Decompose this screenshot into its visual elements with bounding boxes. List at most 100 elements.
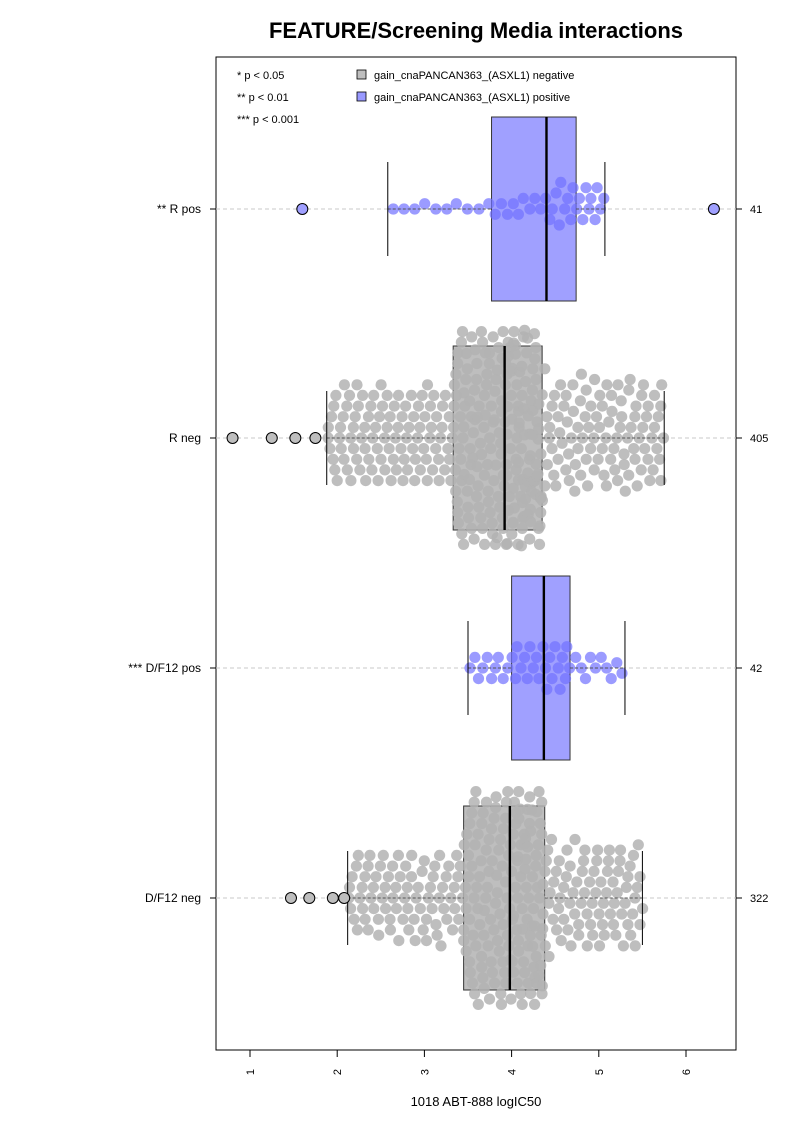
data-point — [486, 855, 498, 867]
data-point — [489, 977, 501, 989]
data-point — [400, 860, 412, 872]
data-point — [475, 512, 487, 524]
data-point — [533, 892, 546, 904]
data-point — [536, 988, 548, 1000]
data-point — [419, 198, 431, 210]
data-point — [467, 427, 479, 439]
data-point — [541, 411, 553, 423]
data-point — [602, 855, 615, 867]
data-point — [524, 503, 537, 515]
data-point — [564, 860, 576, 872]
data-point — [518, 956, 530, 968]
data-point — [474, 919, 486, 931]
data-point — [414, 903, 426, 915]
data-point — [509, 673, 522, 685]
data-point — [526, 871, 539, 883]
data-point — [449, 464, 461, 476]
data-point — [530, 651, 543, 664]
group-label: *** D/F12 pos — [128, 661, 201, 675]
data-point — [537, 878, 549, 890]
data-point — [513, 786, 525, 798]
data-point — [519, 376, 532, 388]
data-point — [481, 651, 493, 664]
data-point — [485, 956, 497, 968]
data-point — [360, 475, 372, 487]
data-point — [587, 929, 599, 941]
data-point — [623, 469, 635, 481]
data-point — [590, 411, 603, 423]
data-point — [347, 443, 360, 455]
data-point — [463, 473, 475, 486]
data-point — [542, 844, 554, 856]
data-point — [434, 849, 446, 862]
data-point — [477, 662, 489, 674]
data-point — [620, 881, 633, 894]
data-point — [622, 871, 634, 883]
data-point — [408, 411, 420, 423]
data-point — [618, 459, 630, 471]
data-point — [555, 379, 567, 391]
data-point — [637, 379, 650, 391]
data-point — [536, 828, 548, 840]
data-point — [418, 855, 430, 867]
data-point — [506, 528, 518, 540]
data-point — [417, 924, 429, 936]
significance-key-item: *** p < 0.001 — [237, 114, 299, 126]
data-point — [527, 940, 539, 952]
data-point — [482, 940, 494, 952]
data-point — [635, 464, 647, 476]
data-point — [608, 897, 620, 909]
significance-key-item: * p < 0.05 — [237, 70, 284, 82]
x-tick-label: 6 — [681, 1069, 693, 1075]
data-point — [354, 464, 366, 476]
data-point — [424, 432, 436, 444]
data-point — [603, 416, 615, 428]
data-point — [489, 208, 501, 220]
data-point — [490, 802, 502, 814]
data-point — [600, 480, 613, 492]
data-point — [567, 887, 579, 899]
data-point — [573, 929, 585, 941]
data-point — [495, 998, 507, 1011]
data-point — [513, 417, 525, 429]
data-point — [445, 475, 457, 487]
data-point — [516, 923, 529, 935]
data-point — [544, 887, 556, 899]
data-point — [397, 475, 409, 487]
data-point — [597, 897, 610, 909]
data-point — [493, 844, 505, 856]
data-point — [368, 903, 380, 915]
data-point — [381, 421, 393, 433]
data-point — [508, 502, 520, 514]
data-point — [610, 929, 622, 941]
data-point — [348, 913, 360, 925]
data-point — [579, 673, 592, 685]
data-point — [452, 871, 464, 883]
data-point — [512, 208, 525, 220]
data-point — [483, 198, 495, 210]
data-point — [468, 892, 480, 904]
data-point — [407, 443, 419, 455]
data-point — [546, 400, 558, 412]
data-point — [615, 395, 627, 407]
data-point — [501, 208, 514, 220]
data-point — [473, 871, 486, 883]
data-point — [356, 432, 368, 444]
data-point — [601, 865, 614, 878]
data-point — [588, 865, 600, 878]
data-point — [482, 459, 494, 471]
data-point — [457, 892, 469, 904]
data-point — [605, 673, 617, 685]
data-point — [460, 347, 472, 360]
data-point — [634, 871, 646, 883]
data-point — [362, 860, 374, 872]
data-point — [512, 892, 524, 904]
data-point — [392, 421, 404, 433]
data-point — [480, 796, 492, 808]
box-group: *** D/F12 pos 42 — [128, 575, 762, 761]
data-point — [478, 904, 490, 917]
data-point — [400, 432, 413, 444]
significance-key-item: ** p < 0.01 — [237, 92, 289, 104]
data-point — [524, 641, 536, 653]
data-point — [473, 501, 485, 513]
